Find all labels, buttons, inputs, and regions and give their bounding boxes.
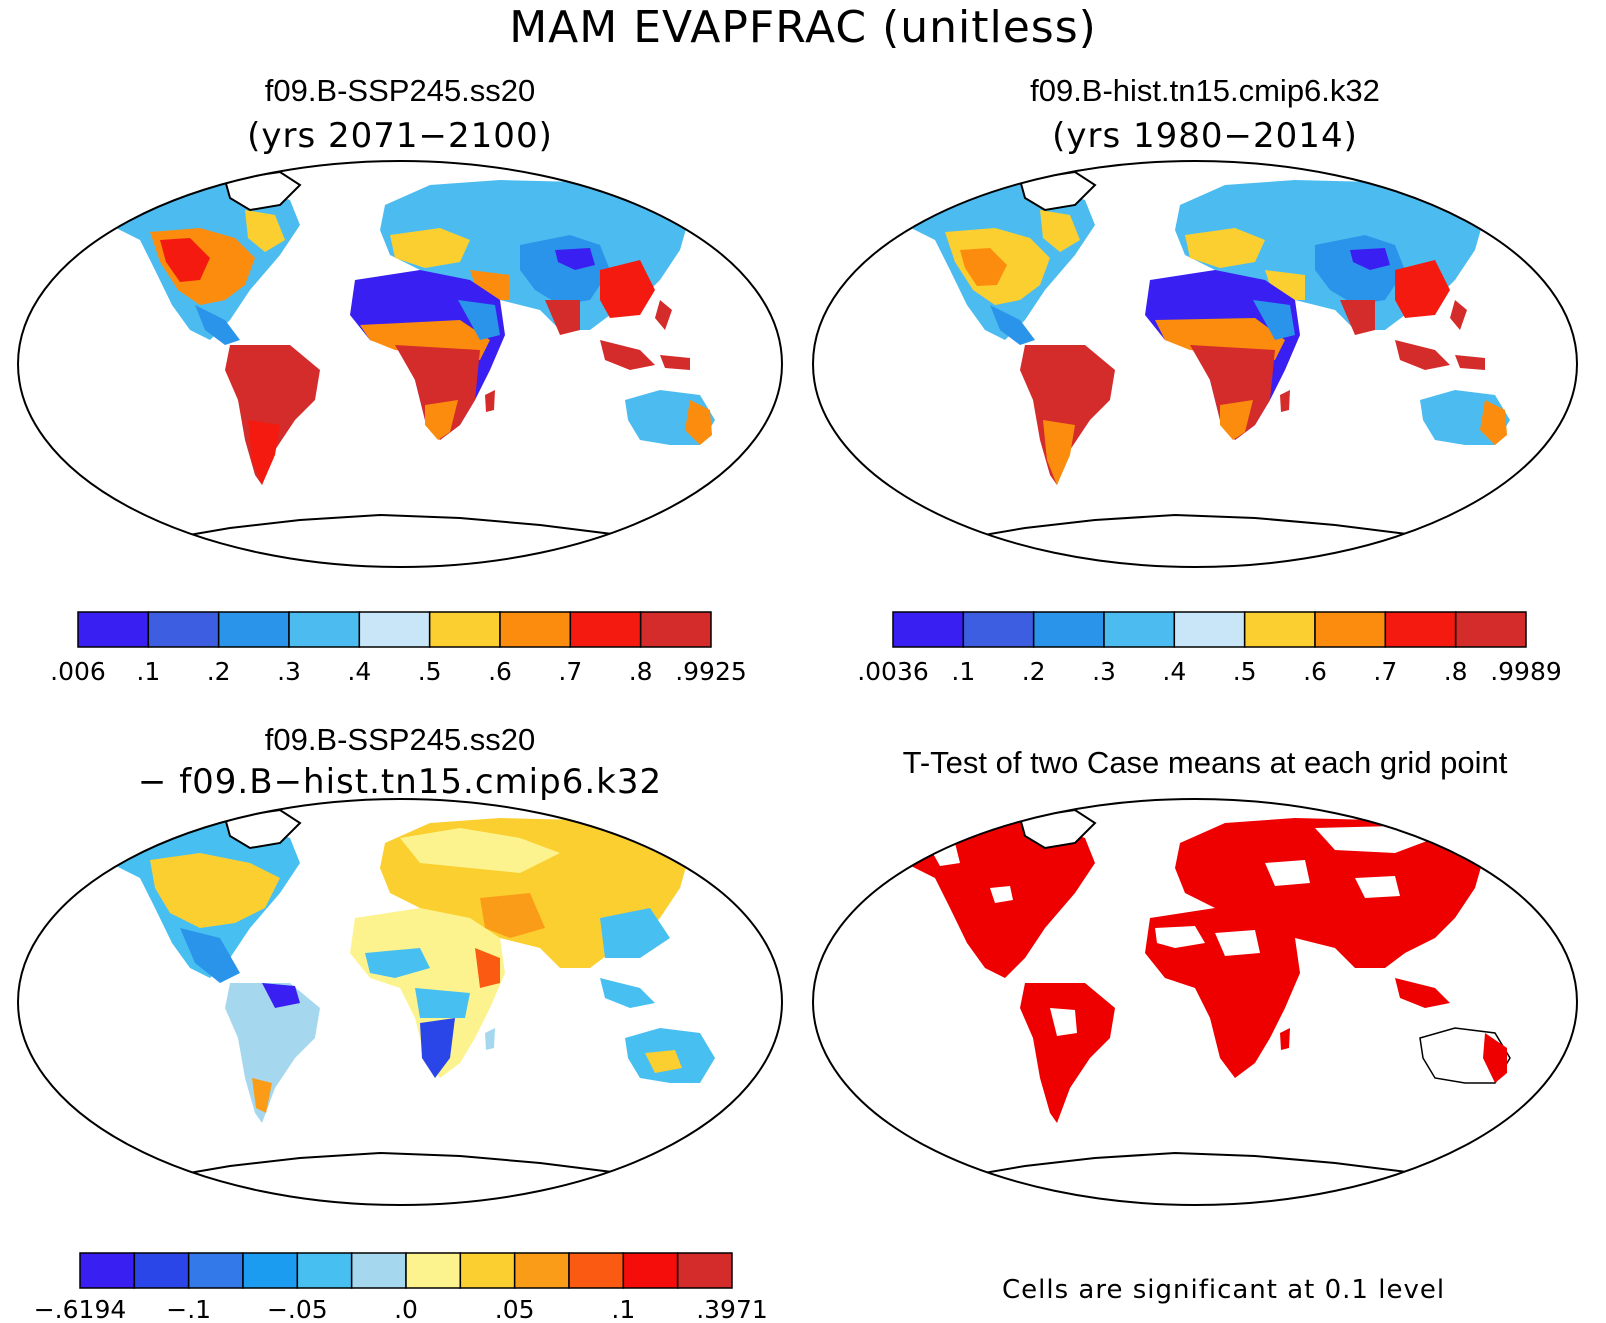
colorbar-tick-label: .5 [418, 657, 442, 686]
colorbar-swatch [892, 611, 965, 648]
colorbar-tick-label: .1 [611, 1295, 635, 1323]
map-border-bottom-right [812, 798, 1578, 1206]
colorbar-swatch [622, 1252, 679, 1289]
colorbar-tick-label: .6 [1303, 657, 1327, 686]
colorbar-tick-label: .3 [277, 657, 301, 686]
colorbar-swatch [428, 611, 501, 648]
panel-subtitle-top-left: (yrs 2071−2100) [247, 116, 553, 156]
colorbar-swatch [513, 1252, 570, 1289]
map-border-top-right [812, 160, 1578, 568]
colorbar-swatch [1454, 611, 1527, 648]
colorbar-swatch [405, 1252, 462, 1289]
colorbar-swatch [1243, 611, 1316, 648]
map-top-right [890, 170, 1510, 549]
colorbar-swatch [639, 611, 712, 648]
colorbar-tick-label: .4 [347, 657, 371, 686]
colorbar-top-left: .006 .1 .2 .3 .4 .5 .6 .7 .8 .9925 [50, 611, 747, 686]
colorbar-swatch [350, 1252, 407, 1289]
colorbar-tick-label: .1 [951, 657, 975, 686]
colorbar-swatch [568, 1252, 625, 1289]
panel-title-top-left: f09.B-SSP245.ss20 [264, 73, 536, 108]
colorbar-swatch [1384, 611, 1457, 648]
colorbar-tick-label: .5 [1233, 657, 1257, 686]
colorbar-swatch [499, 611, 572, 648]
colorbar-swatch [459, 1252, 516, 1289]
colorbar-tick-label: .6 [488, 657, 512, 686]
panel-subtitle-top-right: (yrs 1980−2014) [1052, 116, 1358, 156]
colorbar-tick-label: .006 [50, 657, 106, 686]
colorbar-bottom-left: −.6194 −.1 −.05 .0 .05 .1 .3971 [34, 1252, 768, 1323]
colorbar-tick-label: .05 [495, 1295, 535, 1323]
significance-note: Cells are significant at 0.1 level [1002, 1275, 1446, 1305]
map-bottom-left [95, 808, 715, 1187]
colorbar-tick-label: .4 [1162, 657, 1186, 686]
colorbar-tick-label: .9989 [1490, 657, 1562, 686]
colorbar-tick-label: .8 [1444, 657, 1468, 686]
colorbar-tick-label: .3971 [696, 1295, 768, 1323]
map-border-top-left [17, 160, 783, 568]
map-top-left [95, 170, 715, 549]
colorbar-tick-label: .2 [207, 657, 231, 686]
colorbar-swatch [79, 1252, 136, 1289]
panel-subtitle-bottom-left: − f09.B−hist.tn15.cmip6.k32 [137, 762, 663, 802]
colorbar-tick-label: .2 [1022, 657, 1046, 686]
colorbar-tick-label: .0036 [857, 657, 929, 686]
colorbar-swatch [1032, 611, 1105, 648]
colorbar-top-right: .0036 .1 .2 .3 .4 .5 .6 .7 .8 .9989 [857, 611, 1562, 686]
colorbar-swatch [296, 1252, 353, 1289]
colorbar-swatch [1314, 611, 1387, 648]
map-border-bottom-left [17, 798, 783, 1206]
colorbar-swatch [962, 611, 1035, 648]
colorbar-tick-label: .7 [1373, 657, 1397, 686]
panel-title-bottom-right: T-Test of two Case means at each grid po… [902, 745, 1508, 780]
colorbar-swatch [77, 611, 150, 648]
colorbar-swatch [569, 611, 642, 648]
colorbar-swatch [288, 611, 361, 648]
colorbar-tick-label: −.6194 [34, 1295, 127, 1323]
colorbar-tick-label: .8 [629, 657, 653, 686]
colorbar-tick-label: −.05 [267, 1295, 328, 1323]
colorbar-tick-label: .0 [394, 1295, 418, 1323]
colorbar-tick-label: .7 [558, 657, 582, 686]
colorbar-swatch [242, 1252, 299, 1289]
colorbar-swatch [133, 1252, 190, 1289]
panel-title-bottom-left: f09.B-SSP245.ss20 [264, 722, 536, 757]
colorbar-swatch [358, 611, 431, 648]
colorbar-swatch [676, 1252, 733, 1289]
main-title: MAM EVAPFRAC (unitless) [509, 2, 1097, 53]
colorbar-tick-label: −.1 [166, 1295, 211, 1323]
colorbar-swatch [147, 611, 220, 648]
colorbar-swatch [187, 1252, 244, 1289]
map-bottom-right [890, 808, 1511, 1187]
colorbar-tick-label: .1 [136, 657, 160, 686]
colorbar-tick-label: .3 [1092, 657, 1116, 686]
colorbar-tick-label: .9925 [675, 657, 747, 686]
panel-title-top-right: f09.B-hist.tn15.cmip6.k32 [1030, 73, 1380, 108]
colorbar-swatch [1103, 611, 1176, 648]
colorbar-swatch [217, 611, 290, 648]
colorbar-swatch [1173, 611, 1246, 648]
